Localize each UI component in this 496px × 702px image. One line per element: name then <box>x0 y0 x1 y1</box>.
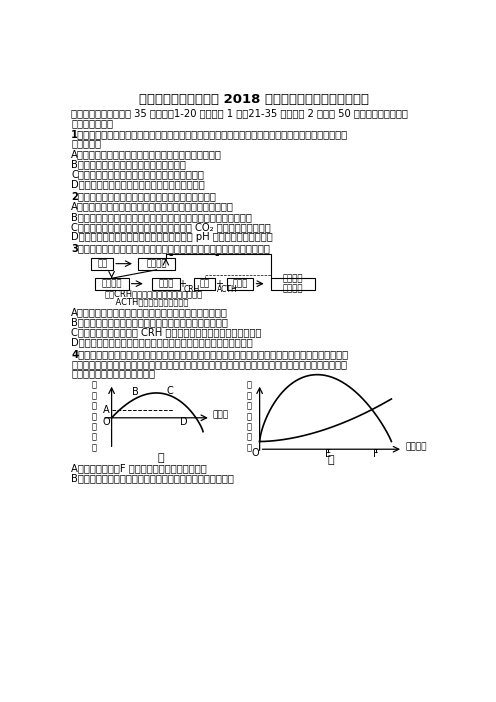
FancyBboxPatch shape <box>227 278 253 290</box>
Text: A．由图乙可知，F 点时种群的年龄组成为衰退型: A．由图乙可知，F 点时种群的年龄组成为衰退型 <box>71 463 207 472</box>
Text: 生
殖
或
死
亡
数
量: 生 殖 或 死 亡 数 量 <box>247 380 251 452</box>
Text: 刺激: 刺激 <box>97 260 108 269</box>
FancyBboxPatch shape <box>95 278 128 290</box>
Text: 神经递质: 神经递质 <box>101 279 122 289</box>
Text: ACTH为促肾上腺糖皮质激素: ACTH为促肾上腺糖皮质激素 <box>105 298 188 307</box>
Text: O: O <box>102 418 110 428</box>
FancyBboxPatch shape <box>194 278 215 290</box>
Text: 肾上腺糖
皮及激素: 肾上腺糖 皮及激素 <box>283 274 303 293</box>
Text: E: E <box>325 449 331 459</box>
Text: D: D <box>180 418 187 428</box>
Text: A: A <box>103 405 110 415</box>
Text: C．肾上腺糖皮质激素与 CRH 之间存在协同作用，都能作用于垂体: C．肾上腺糖皮质激素与 CRH 之间存在协同作用，都能作用于垂体 <box>71 327 262 337</box>
Text: 乙: 乙 <box>328 455 335 465</box>
Text: 4．生态系统的发展方向往往是趋向稳态，图甲表示载畜量对草原中生产者净生产量的影响（净生产量即: 4．生态系统的发展方向往往是趋向稳态，图甲表示载畜量对草原中生产者净生产量的影响… <box>71 350 348 359</box>
Text: 生产者光合作用创造的有机物总量与自身呼吸消耗量的差值），图乙表示生殖或死亡数量与种群大小的关: 生产者光合作用创造的有机物总量与自身呼吸消耗量的差值），图乙表示生殖或死亡数量与… <box>71 359 347 369</box>
Text: 神经系统: 神经系统 <box>146 260 167 269</box>
FancyBboxPatch shape <box>91 258 113 270</box>
Text: 是（　　）: 是（ ） <box>71 138 101 149</box>
Text: 2．下列有关果酒果醋制作的说法中正确的是（　　）: 2．下列有关果酒果醋制作的说法中正确的是（ ） <box>71 191 216 201</box>
Text: 注：CRH为促肾上腺糖皮质激素释放激素: 注：CRH为促肾上腺糖皮质激素释放激素 <box>105 289 203 298</box>
Text: D．在用果汁制果酒的过程中，发酵瓶溶液中 pH 的变化是先减小后增大: D．在用果汁制果酒的过程中，发酵瓶溶液中 pH 的变化是先减小后增大 <box>71 232 273 241</box>
Text: F: F <box>373 449 378 459</box>
Text: 下丘脑: 下丘脑 <box>158 279 174 289</box>
Text: B．如果切除垂体，血液中肾上腺糖皮质激素的浓度会下降: B．如果切除垂体，血液中肾上腺糖皮质激素的浓度会下降 <box>71 317 228 327</box>
Text: 垂体: 垂体 <box>199 279 210 289</box>
Text: 1．在真核细胞中，生物膜系统的存在对细胞的生命活动有重要作用，下列关于生物膜系统的说法错误的: 1．在真核细胞中，生物膜系统的存在对细胞的生命活动有重要作用，下列关于生物膜系统… <box>71 129 348 139</box>
Text: A．生物膜系统创造细胞微环境，利于提高新陈代谢效率: A．生物膜系统创造细胞微环境，利于提高新陈代谢效率 <box>71 150 222 159</box>
Text: 生
产
者
净
生
产
量: 生 产 者 净 生 产 量 <box>92 380 97 452</box>
Text: 选项符合题意）: 选项符合题意） <box>71 118 113 128</box>
Text: 甲: 甲 <box>158 453 165 463</box>
Text: 系，下列说法错误的是（　　）: 系，下列说法错误的是（ ） <box>71 368 155 378</box>
FancyBboxPatch shape <box>138 258 175 270</box>
Text: C: C <box>167 386 174 397</box>
Text: C．将果酒液经发酵罐制成果醋，则发酵罐中 CO₂ 的产生量是几乎为零: C．将果酒液经发酵罐制成果醋，则发酵罐中 CO₂ 的产生量是几乎为零 <box>71 222 271 232</box>
Text: B．发酵过程中所有材料都需要进行严格的灭菌处理，以免杂菌污染: B．发酵过程中所有材料都需要进行严格的灭菌处理，以免杂菌污染 <box>71 212 252 222</box>
Text: 3．如图为肾上腺糖皮质激素的调节机制，下列相关叙述错误的是（　　）: 3．如图为肾上腺糖皮质激素的调节机制，下列相关叙述错误的是（ ） <box>71 244 270 253</box>
FancyBboxPatch shape <box>152 278 180 290</box>
Text: D．肾上腺糖皮质激素不能直接参与下丘脑和垂体细胞内的生命活动: D．肾上腺糖皮质激素不能直接参与下丘脑和垂体细胞内的生命活动 <box>71 337 253 347</box>
Text: B．核膜的存在使得蛋白质的合成速率变慢: B．核膜的存在使得蛋白质的合成速率变慢 <box>71 159 186 169</box>
Text: -: - <box>168 249 173 263</box>
FancyBboxPatch shape <box>271 278 314 290</box>
Text: D．高尔基体边缘膨大脱落的小泡可以成为溶酶体: D．高尔基体边缘膨大脱落的小泡可以成为溶酶体 <box>71 179 205 190</box>
Text: A．在接种酵母菌的新鲜葡萄汁中始终通入无菌空气制作果酒: A．在接种酵母菌的新鲜葡萄汁中始终通入无菌空气制作果酒 <box>71 201 234 212</box>
Text: B．由图甲可知，适量的放牧可增加草原中生产者的净生产量: B．由图甲可知，适量的放牧可增加草原中生产者的净生产量 <box>71 472 234 483</box>
Text: 肾上腺: 肾上腺 <box>233 279 248 289</box>
Text: O: O <box>252 448 259 458</box>
Text: B: B <box>132 388 139 397</box>
Text: 广西省柳州市达标名校 2018 年高考三月仿真备考生物试题: 广西省柳州市达标名校 2018 年高考三月仿真备考生物试题 <box>139 93 369 106</box>
Text: A．肾上腺糖皮质激素的分级调节，也存在着反馈调节机制: A．肾上腺糖皮质激素的分级调节，也存在着反馈调节机制 <box>71 307 228 317</box>
Text: C．细胞中所有生物膜的组成成分和基本结构相同: C．细胞中所有生物膜的组成成分和基本结构相同 <box>71 169 204 179</box>
Text: -: - <box>215 249 219 263</box>
Text: 种群数量: 种群数量 <box>405 442 427 451</box>
Text: CRH: CRH <box>184 284 200 293</box>
Text: ACTH: ACTH <box>217 284 238 293</box>
Text: 载畜量: 载畜量 <box>212 410 229 419</box>
Text: 一、单选题（本题包括 35 个小题，1-20 题每小题 1 分，21-35 题每小题 2 分，共 50 分，每小题只有一个: 一、单选题（本题包括 35 个小题，1-20 题每小题 1 分，21-35 题每… <box>71 109 408 119</box>
Text: +: + <box>178 279 186 289</box>
Text: +: + <box>215 279 223 289</box>
